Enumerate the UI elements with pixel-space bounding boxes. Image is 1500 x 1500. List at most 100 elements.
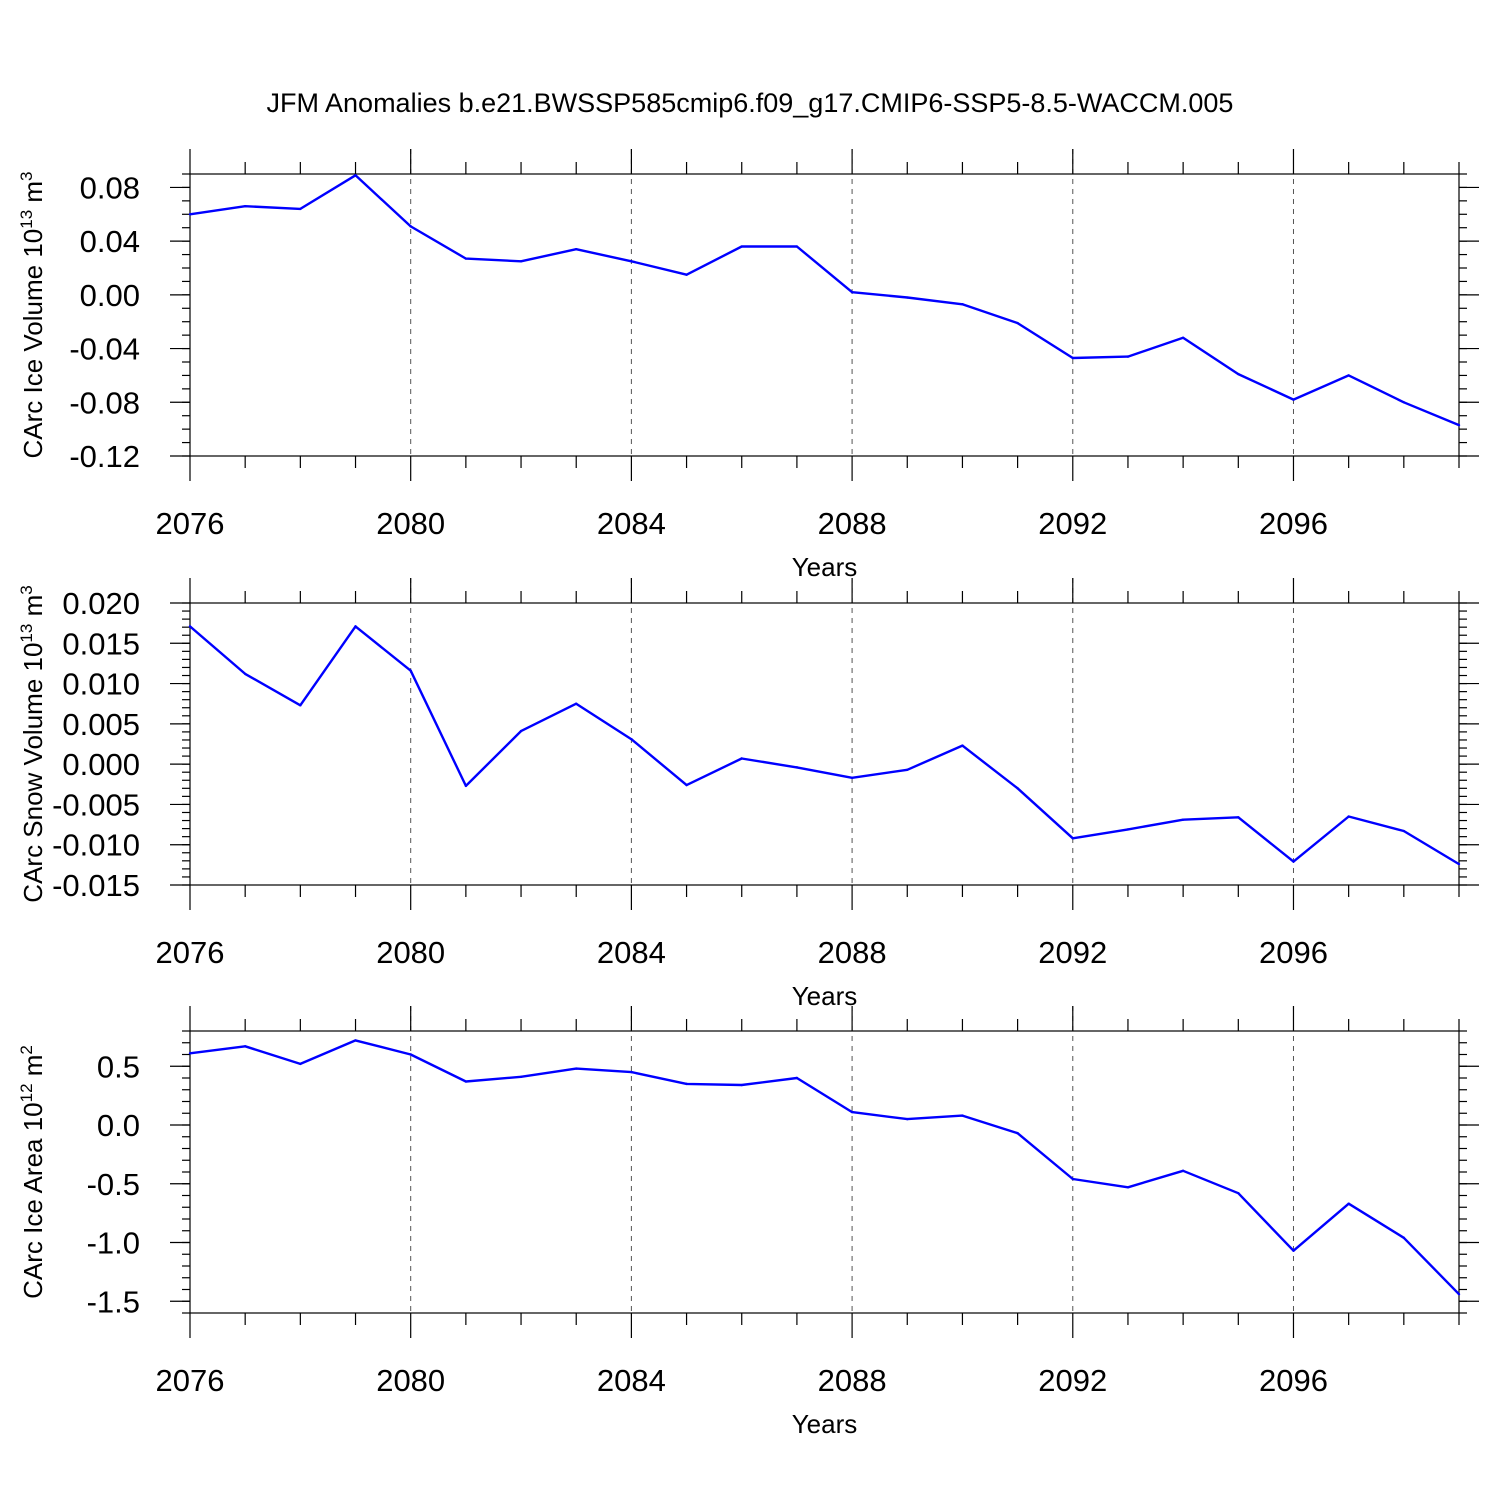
y-tick-label: 0.005 — [62, 707, 140, 742]
data-point — [409, 225, 412, 228]
y-axis-label-exponent: 13 — [17, 210, 36, 229]
y-axis-label-unit: m — [18, 595, 48, 624]
y-axis-label: CArc Snow Volume 1013 m3 — [17, 585, 48, 902]
data-point — [685, 273, 688, 276]
data-point — [1181, 336, 1185, 340]
data-point — [575, 1067, 578, 1070]
data-point — [464, 784, 468, 788]
x-tick-label: 2088 — [818, 935, 887, 970]
data-point — [630, 1070, 633, 1074]
data-point — [1347, 815, 1350, 818]
data-point — [685, 1082, 688, 1086]
data-point — [354, 625, 357, 628]
data-point — [1237, 1191, 1240, 1195]
y-axis-label-text: CArc Ice Volume 10 — [18, 229, 48, 459]
chart-panels: -0.12 -0.08 -0.04 0.00 0.04 0.08 2076 2080 2084 2… — [17, 149, 1479, 1439]
x-tick-label: 2096 — [1259, 935, 1328, 970]
data-point — [409, 1053, 412, 1056]
y-axis-label-unit: m — [18, 1055, 48, 1084]
data-point — [1016, 1132, 1019, 1135]
x-tick-label: 2096 — [1259, 506, 1328, 541]
data-point — [519, 1075, 523, 1079]
plot-frame — [189, 173, 1460, 457]
data-point — [1292, 1249, 1295, 1252]
y-tick-label: -0.015 — [52, 868, 140, 903]
y-tick-label: -0.005 — [52, 787, 140, 822]
data-point — [575, 702, 578, 705]
data-point — [464, 257, 468, 260]
data-point — [961, 1114, 964, 1117]
data-point — [1402, 1236, 1406, 1240]
data-point — [188, 213, 192, 216]
data-point — [1181, 1169, 1185, 1173]
data-point — [1347, 374, 1350, 377]
data-point — [850, 290, 854, 294]
data-point — [354, 1039, 357, 1042]
y-axis-label: CArc Ice Area 1012 m2 — [17, 1045, 48, 1299]
chart-title: JFM Anomalies b.e21.BWSSP585cmip6.f09_g1… — [267, 88, 1234, 118]
data-point — [740, 1083, 743, 1087]
data-point — [1237, 816, 1240, 819]
data-point — [1126, 828, 1130, 831]
data-point — [961, 744, 964, 747]
data-point — [850, 1110, 854, 1114]
chart-panel-1: -0.12 -0.08 -0.04 0.00 0.04 0.08 2076 2080 2084 2… — [17, 149, 1479, 582]
data-point — [795, 766, 799, 769]
data-point — [243, 1045, 247, 1048]
x-tick-label: 2084 — [597, 935, 666, 970]
x-tick-label: 2080 — [376, 506, 445, 541]
data-point — [1071, 1177, 1074, 1181]
y-axis-label: CArc Ice Volume 1013 m3 — [17, 171, 48, 458]
y-tick-label: 0.5 — [97, 1049, 140, 1084]
x-tick-label: 2084 — [597, 506, 666, 541]
x-axis-label: Years — [792, 981, 858, 1011]
y-tick-label: 0.00 — [80, 278, 140, 313]
y-tick-label: 0.04 — [80, 224, 140, 259]
data-point — [1347, 1202, 1350, 1205]
data-point — [409, 669, 412, 672]
y-tick-label: 0.015 — [62, 626, 140, 661]
y-tick-label: 0.000 — [62, 747, 140, 782]
data-point — [1457, 1293, 1461, 1296]
data-point — [299, 704, 302, 707]
data-point — [685, 783, 688, 787]
x-tick-label: 2084 — [597, 1363, 666, 1398]
data-point — [1181, 818, 1185, 821]
x-tick-label: 2092 — [1038, 506, 1107, 541]
data-point — [1457, 423, 1461, 427]
data-point — [795, 245, 799, 248]
data-point — [1457, 862, 1461, 866]
y-tick-label: -1.0 — [87, 1226, 140, 1261]
data-point — [630, 737, 633, 741]
x-tick-label: 2088 — [818, 1363, 887, 1398]
x-tick-label: 2080 — [376, 935, 445, 970]
data-point — [795, 1076, 799, 1080]
data-point — [243, 672, 247, 676]
y-tick-label: -0.08 — [69, 385, 140, 420]
y-tick-label: 0.08 — [80, 170, 140, 205]
series-line — [189, 625, 1460, 866]
y-tick-label: 0.0 — [97, 1108, 140, 1143]
y-axis-label-unit-exponent: 3 — [17, 585, 36, 594]
data-point — [1402, 829, 1406, 833]
data-point — [1292, 860, 1295, 863]
data-point — [519, 260, 523, 263]
x-tick-label: 2092 — [1038, 935, 1107, 970]
data-point — [740, 245, 743, 248]
chart-panel-2: -0.015 -0.010 -0.005 0.000 0.005 0.010 0.015 0.… — [17, 578, 1479, 1011]
y-axis-label-text: CArc Ice Area 10 — [18, 1102, 48, 1299]
x-tick-label: 2076 — [156, 1363, 225, 1398]
data-point — [575, 248, 578, 251]
x-tick-label: 2096 — [1259, 1363, 1328, 1398]
data-point — [961, 303, 964, 306]
x-axis-label: Years — [792, 1409, 858, 1439]
data-point — [299, 207, 302, 211]
y-tick-label: -0.04 — [69, 332, 140, 367]
series-line — [189, 1039, 1460, 1296]
data-point — [1071, 356, 1074, 360]
data-point — [519, 729, 523, 733]
chart-panel-3: -1.5 -1.0 -0.5 0.0 0.5 2076 2080 2084 2088 2092 20… — [17, 1006, 1479, 1439]
x-tick-label: 2092 — [1038, 1363, 1107, 1398]
y-axis-label-exponent: 13 — [17, 624, 36, 643]
